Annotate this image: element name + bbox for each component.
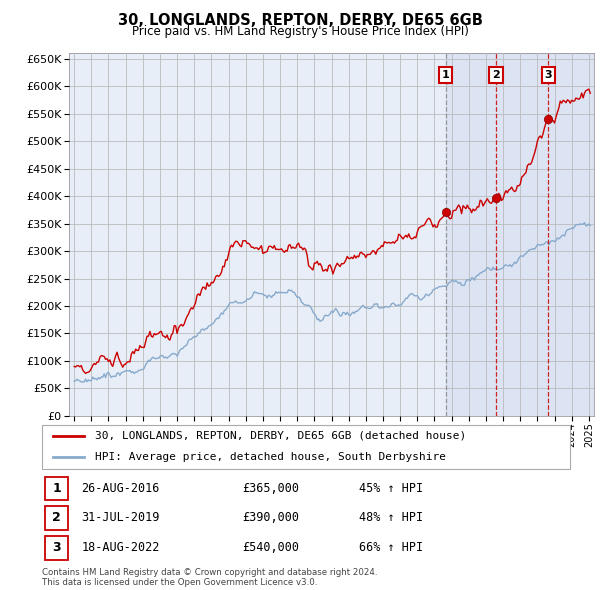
Text: 30, LONGLANDS, REPTON, DERBY, DE65 6GB: 30, LONGLANDS, REPTON, DERBY, DE65 6GB bbox=[118, 13, 482, 28]
Text: 30, LONGLANDS, REPTON, DERBY, DE65 6GB (detached house): 30, LONGLANDS, REPTON, DERBY, DE65 6GB (… bbox=[95, 431, 466, 441]
Text: Price paid vs. HM Land Registry's House Price Index (HPI): Price paid vs. HM Land Registry's House … bbox=[131, 25, 469, 38]
Text: 1: 1 bbox=[442, 70, 449, 80]
Bar bbox=[446, 53, 594, 416]
FancyBboxPatch shape bbox=[44, 477, 68, 500]
Text: 45% ↑ HPI: 45% ↑ HPI bbox=[359, 482, 423, 495]
FancyBboxPatch shape bbox=[44, 536, 68, 560]
Text: 2: 2 bbox=[52, 511, 61, 525]
Text: 66% ↑ HPI: 66% ↑ HPI bbox=[359, 542, 423, 555]
Text: 2: 2 bbox=[492, 70, 500, 80]
Text: 48% ↑ HPI: 48% ↑ HPI bbox=[359, 511, 423, 525]
Text: £365,000: £365,000 bbox=[242, 482, 299, 495]
Text: 3: 3 bbox=[544, 70, 552, 80]
Text: 3: 3 bbox=[52, 542, 61, 555]
Text: 18-AUG-2022: 18-AUG-2022 bbox=[82, 542, 160, 555]
Text: £390,000: £390,000 bbox=[242, 511, 299, 525]
Text: 31-JUL-2019: 31-JUL-2019 bbox=[82, 511, 160, 525]
FancyBboxPatch shape bbox=[44, 506, 68, 530]
Text: HPI: Average price, detached house, South Derbyshire: HPI: Average price, detached house, Sout… bbox=[95, 452, 446, 461]
Text: This data is licensed under the Open Government Licence v3.0.: This data is licensed under the Open Gov… bbox=[42, 578, 317, 587]
Text: £540,000: £540,000 bbox=[242, 542, 299, 555]
Text: 1: 1 bbox=[52, 482, 61, 495]
Text: Contains HM Land Registry data © Crown copyright and database right 2024.: Contains HM Land Registry data © Crown c… bbox=[42, 568, 377, 576]
Text: 26-AUG-2016: 26-AUG-2016 bbox=[82, 482, 160, 495]
FancyBboxPatch shape bbox=[42, 425, 570, 469]
